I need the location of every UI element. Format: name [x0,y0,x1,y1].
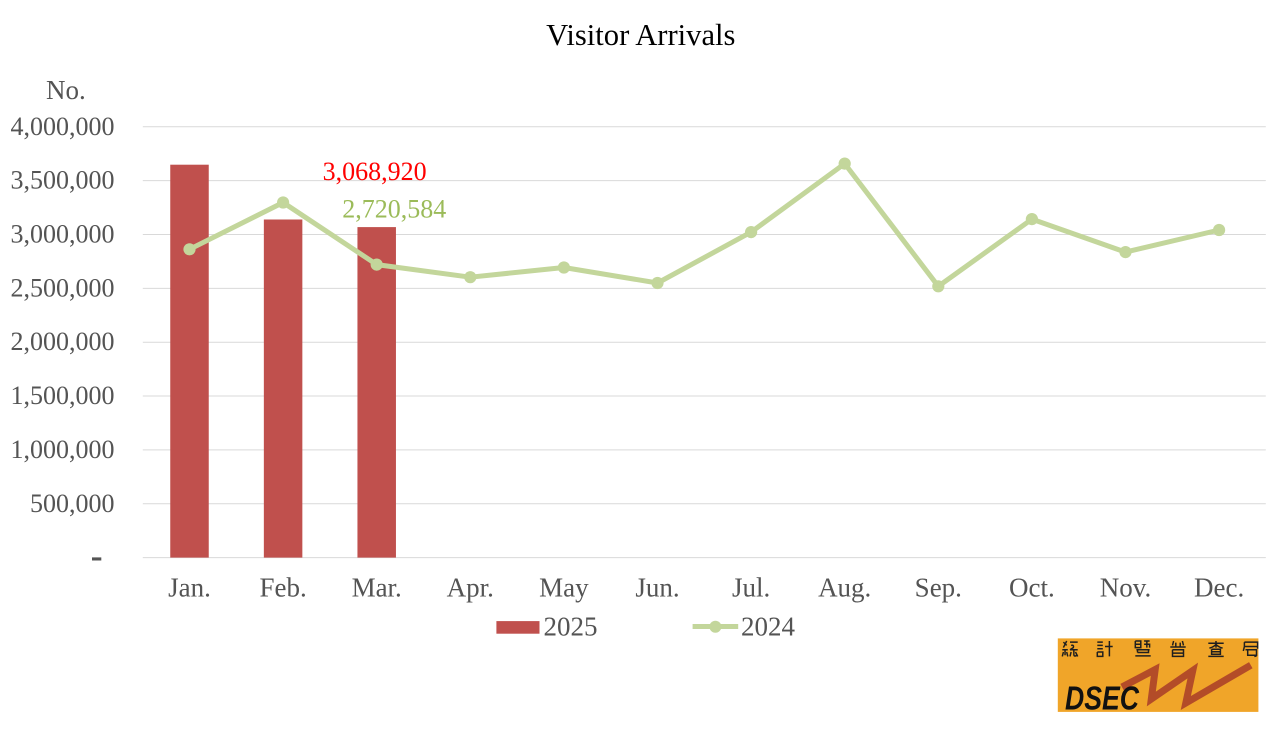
svg-text:2,720,584: 2,720,584 [342,195,446,224]
svg-text:500,000: 500,000 [30,489,115,518]
svg-text:Dec.: Dec. [1194,573,1244,603]
svg-text:2,000,000: 2,000,000 [11,327,115,356]
svg-text:Oct.: Oct. [1009,573,1055,603]
svg-text:Feb.: Feb. [259,573,306,603]
svg-text:Jun.: Jun. [635,573,679,603]
svg-text:Jul.: Jul. [732,573,770,603]
svg-text:2025: 2025 [544,611,598,641]
svg-text:Visitor Arrivals: Visitor Arrivals [546,18,735,52]
svg-text:4,000,000: 4,000,000 [11,112,115,141]
svg-text:May: May [539,573,589,603]
svg-text:No.: No. [46,75,86,105]
svg-text:DSEC: DSEC [1065,680,1140,717]
svg-text:3,068,920: 3,068,920 [323,157,427,186]
svg-text:Mar.: Mar. [352,573,402,603]
svg-text:3,000,000: 3,000,000 [11,220,115,249]
svg-text:2024: 2024 [741,611,796,641]
svg-text:Nov.: Nov. [1100,573,1152,603]
svg-text:2,500,000: 2,500,000 [11,273,115,302]
svg-text:Aug.: Aug. [818,573,871,603]
svg-text:Jan.: Jan. [168,573,211,603]
svg-text:3,500,000: 3,500,000 [11,166,115,195]
svg-text:Apr.: Apr. [447,573,494,603]
svg-text:1,000,000: 1,000,000 [11,435,115,464]
svg-text:1,500,000: 1,500,000 [11,381,115,410]
svg-text:Sep.: Sep. [915,573,962,603]
